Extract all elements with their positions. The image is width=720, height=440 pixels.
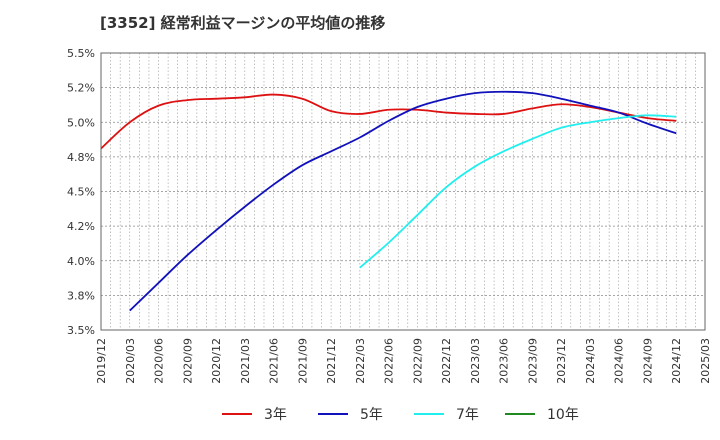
y-tick-label: 5.2% [67,82,95,95]
y-axis-labels: 3.5% 3.8% 4.0% 4.2% 4.5% 4.8% 5.0% 5.2% 5.5% [67,47,95,337]
series-lines [100,90,677,312]
x-tick-label: 2020/06 [153,338,166,384]
x-tick-label: 2021/03 [239,338,252,384]
y-tick-label: 4.2% [67,220,95,233]
x-tick-label: 2023/03 [469,338,482,384]
y-tick-label: 5.5% [67,47,95,60]
grid [100,52,706,331]
x-tick-label: 2021/12 [325,338,338,384]
x-tick-label: 2022/03 [354,338,367,384]
x-tick-label: 2023/12 [555,338,568,384]
x-tick-label: 2020/12 [210,338,223,384]
x-tick-label: 2022/06 [383,338,396,384]
x-tick-label: 2024/12 [670,338,683,384]
y-tick-label: 3.8% [67,289,95,302]
plot-border [100,52,706,331]
legend-label-1: 5年 [360,407,383,423]
y-tick-label: 3.5% [67,324,95,337]
x-tick-label: 2023/06 [498,338,511,384]
x-tick-label: 2024/03 [584,338,597,384]
x-tick-label: 2021/09 [296,338,309,384]
x-tick-label: 2020/09 [181,338,194,384]
x-tick-label: 2019/12 [95,338,108,384]
x-tick-label: 2024/06 [613,338,626,384]
x-tick-label: 2021/06 [268,338,281,384]
legend-label-0: 3年 [264,407,287,423]
x-tick-label: 2022/12 [440,338,453,384]
x-axis-labels: 2019/12 2020/03 2020/06 2020/09 2020/12 2021/… [95,338,712,384]
x-tick-label: 2023/09 [526,338,539,384]
x-tick-label: 2020/03 [124,338,137,384]
x-tick-label: 2024/09 [641,338,654,384]
chart-title: [3352] 経常利益マージンの平均値の推移 [100,14,386,32]
y-tick-label: 4.0% [67,255,95,268]
x-tick-label: 2025/03 [699,338,712,384]
y-tick-label: 4.8% [67,151,95,164]
x-tick-label: 2022/09 [411,338,424,384]
y-tick-label: 5.0% [67,116,95,129]
series-line-0 [100,93,677,150]
legend-label-2: 7年 [456,407,479,423]
legend-label-3: 10年 [547,407,579,423]
legend: 3年 5年 7年 10年 [222,407,579,423]
series-line-2 [359,114,677,269]
y-tick-label: 4.5% [67,186,95,199]
series-line-1 [129,90,677,312]
